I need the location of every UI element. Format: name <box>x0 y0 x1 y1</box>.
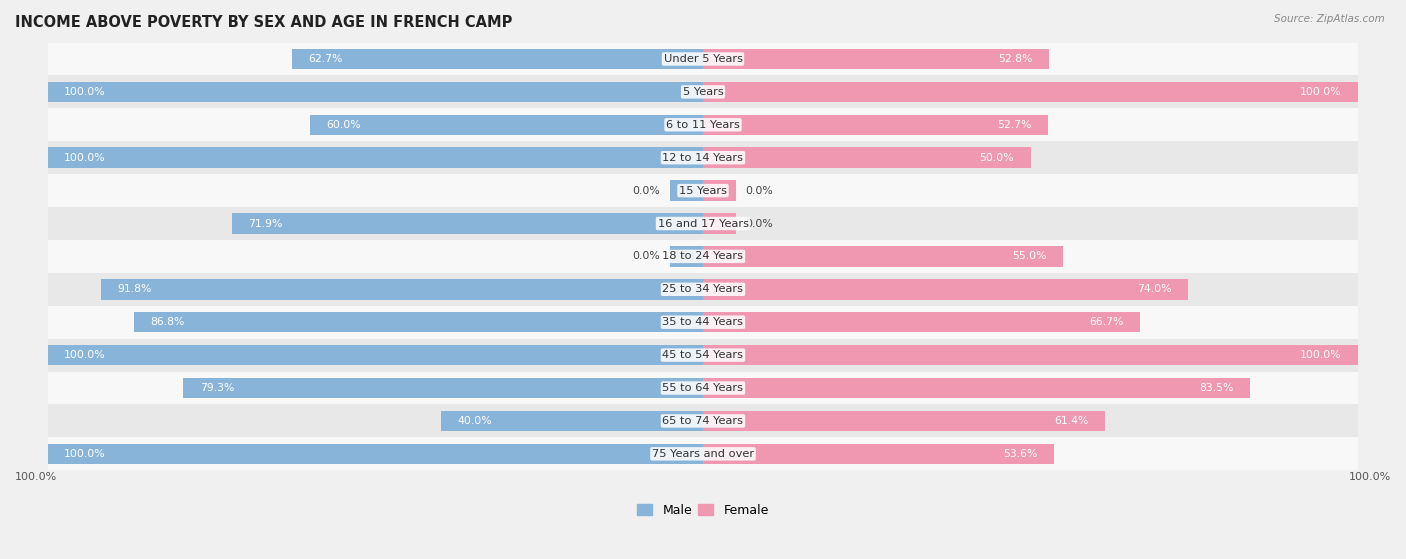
Text: 100.0%: 100.0% <box>1301 350 1341 360</box>
Bar <box>703 82 1358 102</box>
Text: 55.0%: 55.0% <box>1012 252 1047 262</box>
Bar <box>703 49 1049 69</box>
Text: 100.0%: 100.0% <box>15 472 58 482</box>
Bar <box>703 115 1049 135</box>
Text: 12 to 14 Years: 12 to 14 Years <box>662 153 744 163</box>
Bar <box>48 82 703 102</box>
Bar <box>48 174 1358 207</box>
Text: 15 Years: 15 Years <box>679 186 727 196</box>
Text: 55 to 64 Years: 55 to 64 Years <box>662 383 744 393</box>
Text: 74.0%: 74.0% <box>1137 285 1171 295</box>
Text: 50.0%: 50.0% <box>980 153 1014 163</box>
Text: 16 and 17 Years: 16 and 17 Years <box>658 219 748 229</box>
Text: 0.0%: 0.0% <box>633 186 661 196</box>
Bar <box>703 181 735 201</box>
Text: 0.0%: 0.0% <box>745 219 773 229</box>
Bar <box>703 411 1105 431</box>
Text: 52.7%: 52.7% <box>997 120 1032 130</box>
Text: 62.7%: 62.7% <box>308 54 343 64</box>
Text: 100.0%: 100.0% <box>65 87 105 97</box>
Bar <box>292 49 703 69</box>
Text: 71.9%: 71.9% <box>249 219 283 229</box>
Bar <box>48 306 1358 339</box>
Bar <box>134 312 703 333</box>
Text: 86.8%: 86.8% <box>150 317 186 327</box>
Text: 75 Years and over: 75 Years and over <box>652 449 754 459</box>
Bar <box>48 273 1358 306</box>
Bar <box>101 279 703 300</box>
Text: Source: ZipAtlas.com: Source: ZipAtlas.com <box>1274 14 1385 24</box>
Bar <box>48 207 1358 240</box>
Bar <box>671 181 703 201</box>
Bar <box>48 372 1358 405</box>
Bar <box>671 246 703 267</box>
Text: 61.4%: 61.4% <box>1054 416 1088 426</box>
Bar <box>48 148 703 168</box>
Text: 100.0%: 100.0% <box>1348 472 1391 482</box>
Bar <box>48 444 703 464</box>
Text: 60.0%: 60.0% <box>326 120 361 130</box>
Text: 83.5%: 83.5% <box>1199 383 1233 393</box>
Text: 53.6%: 53.6% <box>1004 449 1038 459</box>
Text: 40.0%: 40.0% <box>457 416 492 426</box>
Text: 25 to 34 Years: 25 to 34 Years <box>662 285 744 295</box>
Bar <box>48 108 1358 141</box>
Bar <box>703 345 1358 366</box>
Text: 100.0%: 100.0% <box>1301 87 1341 97</box>
Bar <box>48 141 1358 174</box>
Text: 52.8%: 52.8% <box>998 54 1032 64</box>
Text: 65 to 74 Years: 65 to 74 Years <box>662 416 744 426</box>
Bar <box>703 378 1250 398</box>
Text: 79.3%: 79.3% <box>200 383 235 393</box>
Bar <box>703 214 735 234</box>
Bar <box>48 42 1358 75</box>
Text: Under 5 Years: Under 5 Years <box>664 54 742 64</box>
Text: 0.0%: 0.0% <box>745 186 773 196</box>
Text: 66.7%: 66.7% <box>1090 317 1123 327</box>
Text: 5 Years: 5 Years <box>683 87 723 97</box>
Bar <box>48 345 703 366</box>
Bar <box>48 437 1358 470</box>
Bar <box>703 444 1054 464</box>
Legend: Male, Female: Male, Female <box>633 499 773 522</box>
Text: 100.0%: 100.0% <box>65 153 105 163</box>
Bar <box>48 339 1358 372</box>
Bar <box>309 115 703 135</box>
Text: 0.0%: 0.0% <box>633 252 661 262</box>
Bar <box>232 214 703 234</box>
Text: INCOME ABOVE POVERTY BY SEX AND AGE IN FRENCH CAMP: INCOME ABOVE POVERTY BY SEX AND AGE IN F… <box>15 15 512 30</box>
Text: 45 to 54 Years: 45 to 54 Years <box>662 350 744 360</box>
Bar <box>441 411 703 431</box>
Text: 100.0%: 100.0% <box>65 350 105 360</box>
Text: 100.0%: 100.0% <box>65 449 105 459</box>
Text: 35 to 44 Years: 35 to 44 Years <box>662 317 744 327</box>
Bar <box>703 279 1188 300</box>
Bar <box>183 378 703 398</box>
Bar <box>48 240 1358 273</box>
Bar <box>48 75 1358 108</box>
Bar <box>703 148 1031 168</box>
Text: 18 to 24 Years: 18 to 24 Years <box>662 252 744 262</box>
Bar <box>703 246 1063 267</box>
Bar <box>48 405 1358 437</box>
Text: 91.8%: 91.8% <box>118 285 152 295</box>
Text: 6 to 11 Years: 6 to 11 Years <box>666 120 740 130</box>
Bar <box>703 312 1140 333</box>
